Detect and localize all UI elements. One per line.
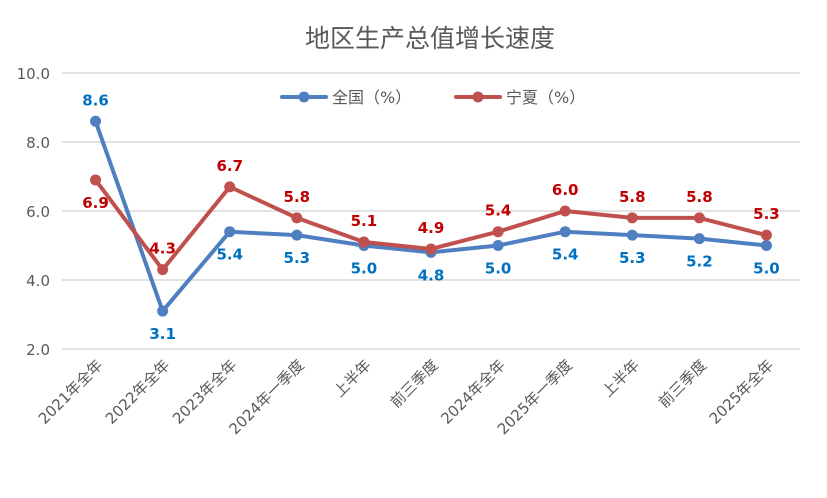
data-label: 5.0	[485, 260, 512, 278]
data-label: 5.2	[686, 253, 713, 271]
y-tick-label: 8.0	[26, 134, 50, 152]
y-tick-label: 2.0	[26, 341, 50, 359]
data-label: 5.4	[552, 246, 579, 264]
data-point	[291, 229, 303, 241]
x-tick-label: 前三季度	[387, 356, 442, 411]
x-tick-label: 上半年	[599, 356, 644, 401]
data-label: 5.0	[351, 260, 378, 278]
legend-item: 宁夏（%）	[454, 88, 585, 107]
data-point	[492, 240, 504, 251]
data-point	[358, 236, 370, 248]
data-point	[559, 205, 571, 217]
data-label: 4.8	[418, 266, 445, 284]
data-label: 5.4	[216, 246, 243, 264]
data-point	[626, 212, 638, 224]
legend-label: 宁夏（%）	[506, 88, 585, 107]
data-label: 6.9	[82, 194, 109, 212]
data-point	[760, 229, 772, 241]
data-label: 5.8	[619, 188, 646, 206]
legend-item: 全国（%）	[280, 88, 411, 107]
series-1: 6.9 4.3 6.7 5.8 5.1 4.9 5.4 6.0 5.8 5.8 5.3	[82, 157, 780, 276]
data-point	[224, 226, 236, 238]
data-point	[693, 233, 705, 245]
data-label: 5.3	[284, 249, 311, 267]
data-point	[693, 212, 705, 224]
legend-marker	[472, 91, 484, 103]
data-point	[157, 264, 169, 276]
series-0: 8.6 3.1 5.4 5.3 5.0 4.8 5.0 5.4 5.3 5.2 5.0	[82, 91, 779, 343]
x-tick-label: 2021年全年	[35, 356, 107, 428]
data-label: 5.3	[619, 249, 646, 267]
x-tick-label: 上半年	[330, 356, 375, 401]
data-point	[760, 240, 772, 251]
data-label: 5.4	[485, 202, 512, 220]
data-point	[90, 174, 102, 186]
data-point	[157, 305, 169, 317]
data-label: 4.3	[149, 240, 176, 258]
y-tick-label: 6.0	[26, 203, 50, 221]
data-label: 5.0	[753, 260, 780, 278]
data-label: 3.1	[149, 325, 176, 343]
x-tick-label: 2023年全年	[169, 356, 241, 428]
data-point	[90, 115, 102, 127]
x-tick-label: 2025年全年	[706, 356, 778, 428]
data-label: 5.1	[351, 212, 378, 230]
data-label: 4.9	[418, 219, 445, 237]
data-point	[492, 226, 504, 238]
chart-title: 地区生产总值增长速度	[305, 24, 555, 53]
data-point	[559, 226, 571, 238]
x-tick-label: 2024年全年	[437, 356, 509, 428]
legend-marker	[298, 91, 310, 103]
y-tick-label: 10.0	[17, 65, 50, 83]
data-label: 5.8	[686, 188, 713, 206]
data-label: 6.0	[552, 181, 579, 199]
data-point	[224, 181, 236, 193]
x-tick-label: 前三季度	[655, 356, 710, 411]
data-point	[425, 243, 437, 255]
data-label: 6.7	[216, 157, 243, 175]
legend-label: 全国（%）	[332, 88, 411, 107]
data-label: 5.3	[753, 205, 780, 223]
y-tick-label: 4.0	[26, 272, 50, 290]
data-point	[291, 212, 303, 224]
data-label: 8.6	[82, 91, 109, 109]
x-tick-label: 2022年全年	[102, 356, 174, 428]
data-point	[626, 229, 638, 241]
data-label: 5.8	[284, 188, 311, 206]
